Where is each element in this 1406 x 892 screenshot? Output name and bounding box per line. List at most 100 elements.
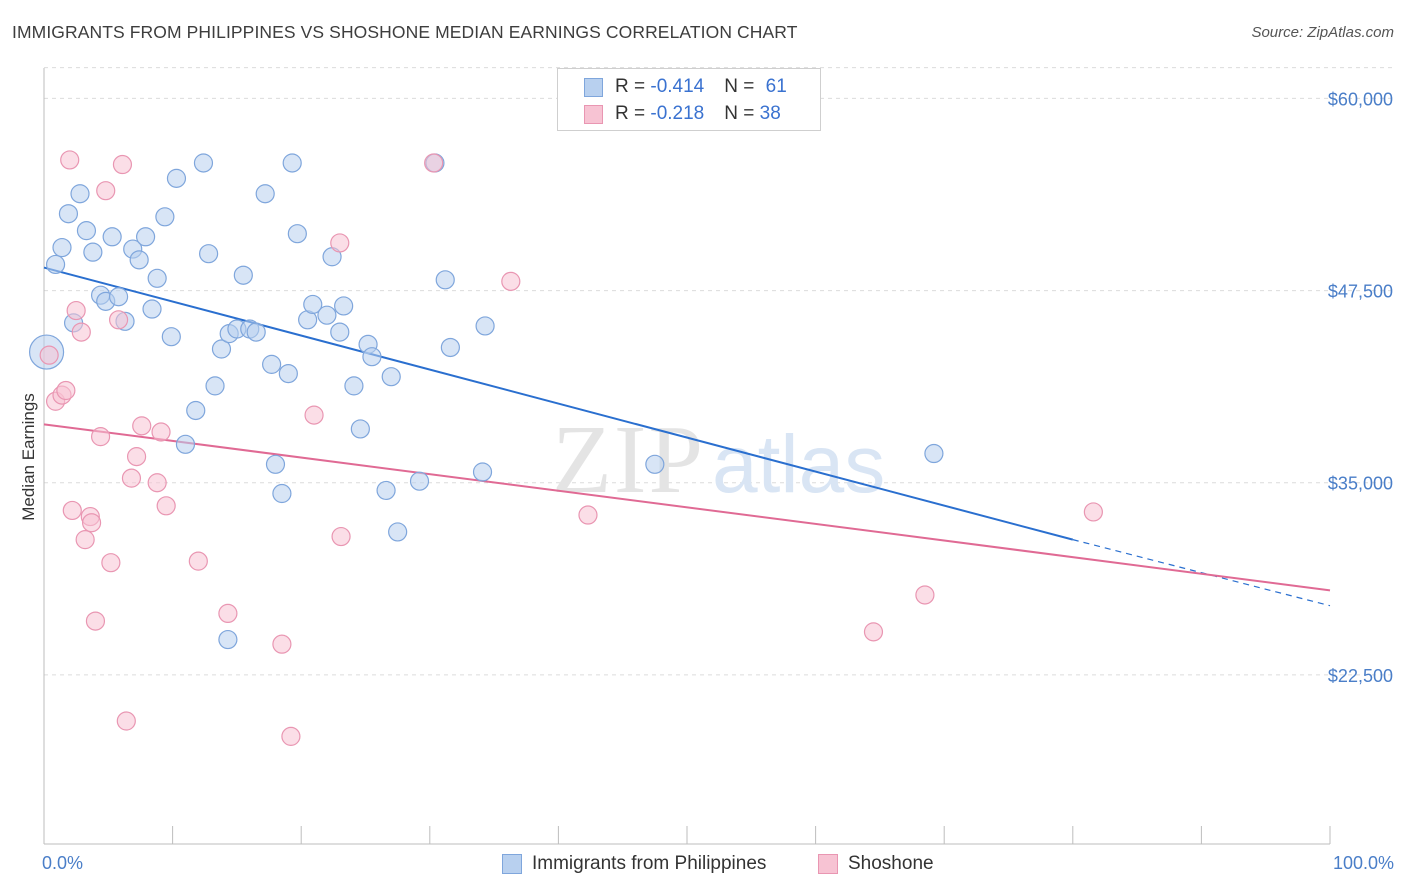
legend-swatch-shoshone bbox=[584, 104, 603, 124]
point-shoshone bbox=[116, 711, 136, 731]
point-philippines bbox=[102, 227, 122, 247]
point-shoshone bbox=[915, 585, 935, 605]
point-shoshone bbox=[272, 634, 292, 654]
point-philippines bbox=[246, 322, 266, 342]
correlation-legend: R = -0.414 N = 61 R = -0.218 N = 38 bbox=[557, 68, 821, 131]
point-philippines bbox=[287, 224, 307, 244]
point-philippines bbox=[435, 270, 455, 290]
point-philippines bbox=[330, 322, 350, 342]
point-philippines bbox=[388, 522, 408, 542]
point-philippines bbox=[211, 339, 232, 359]
point-philippines bbox=[45, 254, 66, 275]
bottom-legend-label-philippines: Immigrants from Philippines bbox=[532, 853, 767, 874]
y-tick-label: $47,500 bbox=[1328, 282, 1393, 302]
point-philippines bbox=[70, 184, 90, 204]
data-points bbox=[28, 150, 1103, 746]
point-shoshone bbox=[304, 405, 324, 425]
bottom-legend-swatch-shoshone bbox=[818, 854, 838, 874]
point-philippines bbox=[193, 153, 214, 173]
point-shoshone bbox=[66, 300, 86, 321]
y-tick-label: $35,000 bbox=[1328, 474, 1393, 494]
point-philippines bbox=[52, 237, 72, 258]
point-shoshone bbox=[424, 153, 444, 173]
point-shoshone bbox=[56, 380, 76, 401]
point-philippines bbox=[409, 471, 430, 491]
point-shoshone bbox=[39, 345, 59, 365]
bottom-legend-label-shoshone: Shoshone bbox=[848, 853, 934, 874]
point-shoshone bbox=[188, 551, 208, 571]
source-label: Source: ZipAtlas.com bbox=[1251, 24, 1394, 41]
point-philippines bbox=[218, 629, 238, 650]
point-philippines bbox=[76, 221, 97, 241]
point-shoshone bbox=[126, 447, 147, 467]
bottom-legend-swatch-philippines bbox=[502, 854, 522, 874]
point-philippines bbox=[645, 454, 665, 474]
point-philippines bbox=[175, 434, 196, 454]
point-philippines bbox=[135, 227, 156, 247]
point-shoshone bbox=[1083, 502, 1103, 522]
point-philippines bbox=[83, 242, 103, 262]
point-philippines bbox=[381, 367, 401, 387]
point-philippines bbox=[350, 419, 370, 439]
point-philippines bbox=[166, 168, 187, 188]
point-philippines bbox=[147, 268, 167, 288]
point-shoshone bbox=[81, 513, 102, 533]
point-shoshone bbox=[578, 505, 598, 525]
point-philippines bbox=[362, 347, 382, 367]
chart-title: IMMIGRANTS FROM PHILIPPINES VS SHOSHONE … bbox=[12, 22, 798, 42]
trend-line-philippines bbox=[43, 266, 1074, 541]
watermark-zip: ZIP bbox=[552, 406, 705, 514]
point-shoshone bbox=[151, 422, 171, 442]
legend-r-label: R = bbox=[615, 103, 651, 124]
point-philippines bbox=[475, 316, 495, 336]
bottom-legend-philippines: Immigrants from Philippines bbox=[502, 852, 766, 876]
point-philippines bbox=[205, 376, 225, 396]
y-tick-label: $60,000 bbox=[1328, 89, 1393, 109]
point-shoshone bbox=[101, 553, 121, 573]
point-shoshone bbox=[112, 154, 133, 175]
point-shoshone bbox=[60, 150, 80, 170]
point-shoshone bbox=[132, 416, 152, 436]
point-shoshone bbox=[331, 526, 351, 547]
point-shoshone bbox=[90, 427, 111, 447]
point-philippines bbox=[376, 480, 396, 501]
point-philippines bbox=[265, 454, 286, 474]
point-shoshone bbox=[156, 496, 176, 516]
point-philippines bbox=[317, 305, 337, 325]
y-tick-label: $22,500 bbox=[1328, 666, 1393, 686]
point-shoshone bbox=[330, 233, 350, 253]
point-philippines bbox=[272, 483, 292, 504]
legend-n-value: 38 bbox=[759, 103, 781, 124]
watermark-atlas: atlas bbox=[712, 419, 885, 510]
watermark: ZIP atlas bbox=[552, 406, 885, 514]
point-shoshone bbox=[108, 310, 129, 330]
point-philippines bbox=[155, 207, 175, 227]
point-philippines bbox=[233, 265, 253, 285]
point-philippines bbox=[282, 153, 302, 173]
point-shoshone bbox=[85, 611, 106, 631]
axes bbox=[43, 68, 1331, 845]
point-shoshone bbox=[75, 530, 95, 550]
bottom-legend-shoshone: Shoshone bbox=[818, 852, 934, 876]
legend-row-philippines: R = -0.414 N = 61 bbox=[584, 75, 787, 99]
point-shoshone bbox=[71, 322, 91, 342]
legend-swatch-philippines bbox=[584, 77, 603, 97]
legend-r-value: -0.218 bbox=[650, 103, 705, 124]
point-philippines bbox=[278, 364, 298, 384]
legend-r-label: R = bbox=[615, 76, 651, 97]
point-shoshone bbox=[147, 473, 167, 493]
point-shoshone bbox=[218, 603, 238, 624]
y-axis-label: Median Earnings bbox=[19, 393, 38, 521]
point-philippines bbox=[142, 299, 162, 319]
trend-lines bbox=[43, 266, 1331, 607]
point-philippines bbox=[255, 184, 275, 204]
point-philippines bbox=[58, 204, 79, 224]
legend-n-value: 61 bbox=[765, 76, 787, 97]
grid-lines bbox=[44, 67, 1392, 676]
legend-n-label: N = bbox=[724, 76, 760, 97]
point-philippines bbox=[924, 443, 944, 464]
point-shoshone bbox=[281, 726, 301, 746]
point-philippines bbox=[129, 250, 149, 270]
x-tick-label-min: 0.0% bbox=[42, 853, 83, 873]
